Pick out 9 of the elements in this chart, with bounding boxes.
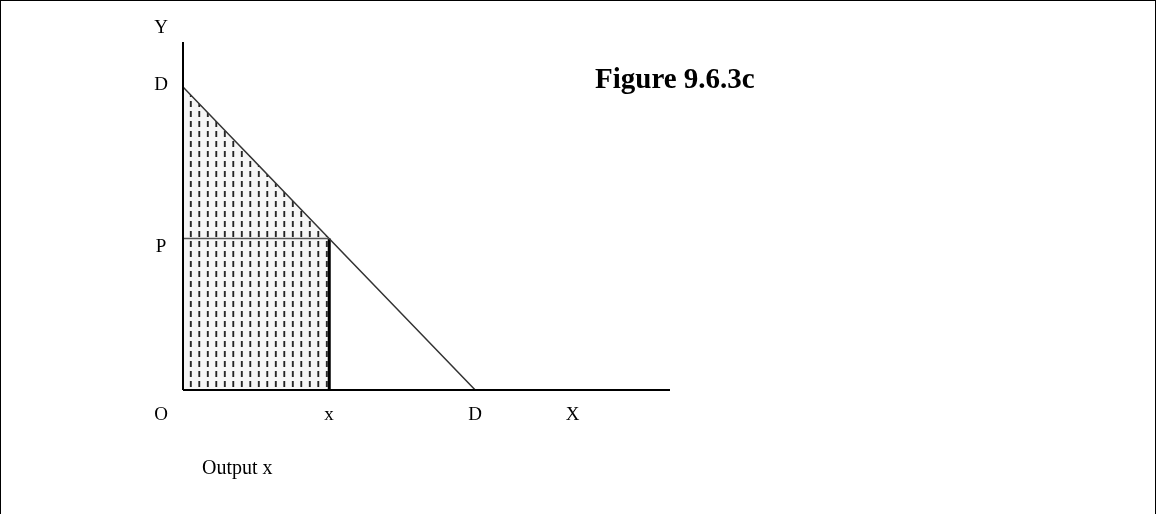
x-tick-label: D	[468, 402, 483, 424]
x-axis-title: Output x	[202, 456, 273, 479]
x-tick-label: x	[324, 402, 335, 424]
x-tick-label: X	[565, 402, 580, 424]
text: P	[155, 234, 167, 256]
text: D	[154, 72, 168, 94]
text: O	[154, 402, 168, 424]
chart-title: Figure 9.6.3c	[595, 62, 755, 94]
y-axis-title: Y	[154, 15, 169, 37]
